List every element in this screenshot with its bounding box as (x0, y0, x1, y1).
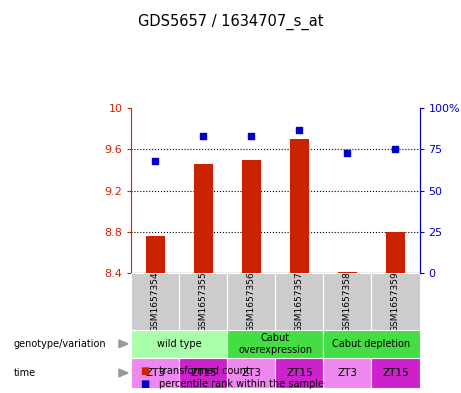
Text: ZT15: ZT15 (286, 368, 313, 378)
Bar (386, 232, 405, 273)
Text: GDS5657 / 1634707_s_at: GDS5657 / 1634707_s_at (138, 14, 323, 30)
Text: GSM1657356: GSM1657356 (247, 271, 256, 332)
Bar (372, 358, 420, 388)
Text: GSM1657359: GSM1657359 (391, 271, 400, 332)
Point (152, 158, 159, 164)
Bar (275, 273, 324, 330)
Text: ZT15: ZT15 (190, 368, 217, 378)
Text: percentile rank within the sample: percentile rank within the sample (159, 379, 324, 389)
Point (344, 149, 351, 156)
Polygon shape (119, 340, 128, 348)
Text: ZT3: ZT3 (242, 368, 261, 378)
Bar (146, 236, 165, 273)
Bar (131, 358, 179, 388)
Text: GSM1657355: GSM1657355 (199, 271, 208, 332)
Text: ZT3: ZT3 (337, 368, 357, 378)
Point (200, 133, 207, 139)
Text: ZT3: ZT3 (145, 368, 165, 378)
Bar (194, 164, 213, 273)
Polygon shape (119, 369, 128, 377)
Text: ■: ■ (141, 366, 150, 376)
Point (392, 146, 399, 152)
Text: GSM1657354: GSM1657354 (151, 271, 160, 332)
Bar (324, 273, 372, 330)
Bar (338, 272, 357, 273)
Bar (242, 160, 261, 273)
Bar (275, 358, 324, 388)
Bar (179, 358, 227, 388)
Point (296, 127, 303, 133)
Text: ■: ■ (141, 379, 150, 389)
Bar (227, 273, 275, 330)
Point (248, 133, 255, 139)
Bar (227, 358, 275, 388)
Text: GSM1657357: GSM1657357 (295, 271, 304, 332)
Bar (324, 358, 372, 388)
Text: time: time (14, 368, 36, 378)
Text: ZT15: ZT15 (382, 368, 409, 378)
Bar (179, 273, 227, 330)
Bar (131, 330, 227, 358)
Text: genotype/variation: genotype/variation (14, 339, 106, 349)
Bar (290, 139, 309, 273)
Bar (372, 273, 420, 330)
Text: GSM1657358: GSM1657358 (343, 271, 352, 332)
Text: transformed count: transformed count (159, 366, 250, 376)
Text: wild type: wild type (157, 339, 202, 349)
Text: Cabut
overexpression: Cabut overexpression (238, 333, 313, 354)
Text: Cabut depletion: Cabut depletion (332, 339, 411, 349)
Bar (227, 330, 324, 358)
Bar (131, 273, 179, 330)
Bar (324, 330, 420, 358)
